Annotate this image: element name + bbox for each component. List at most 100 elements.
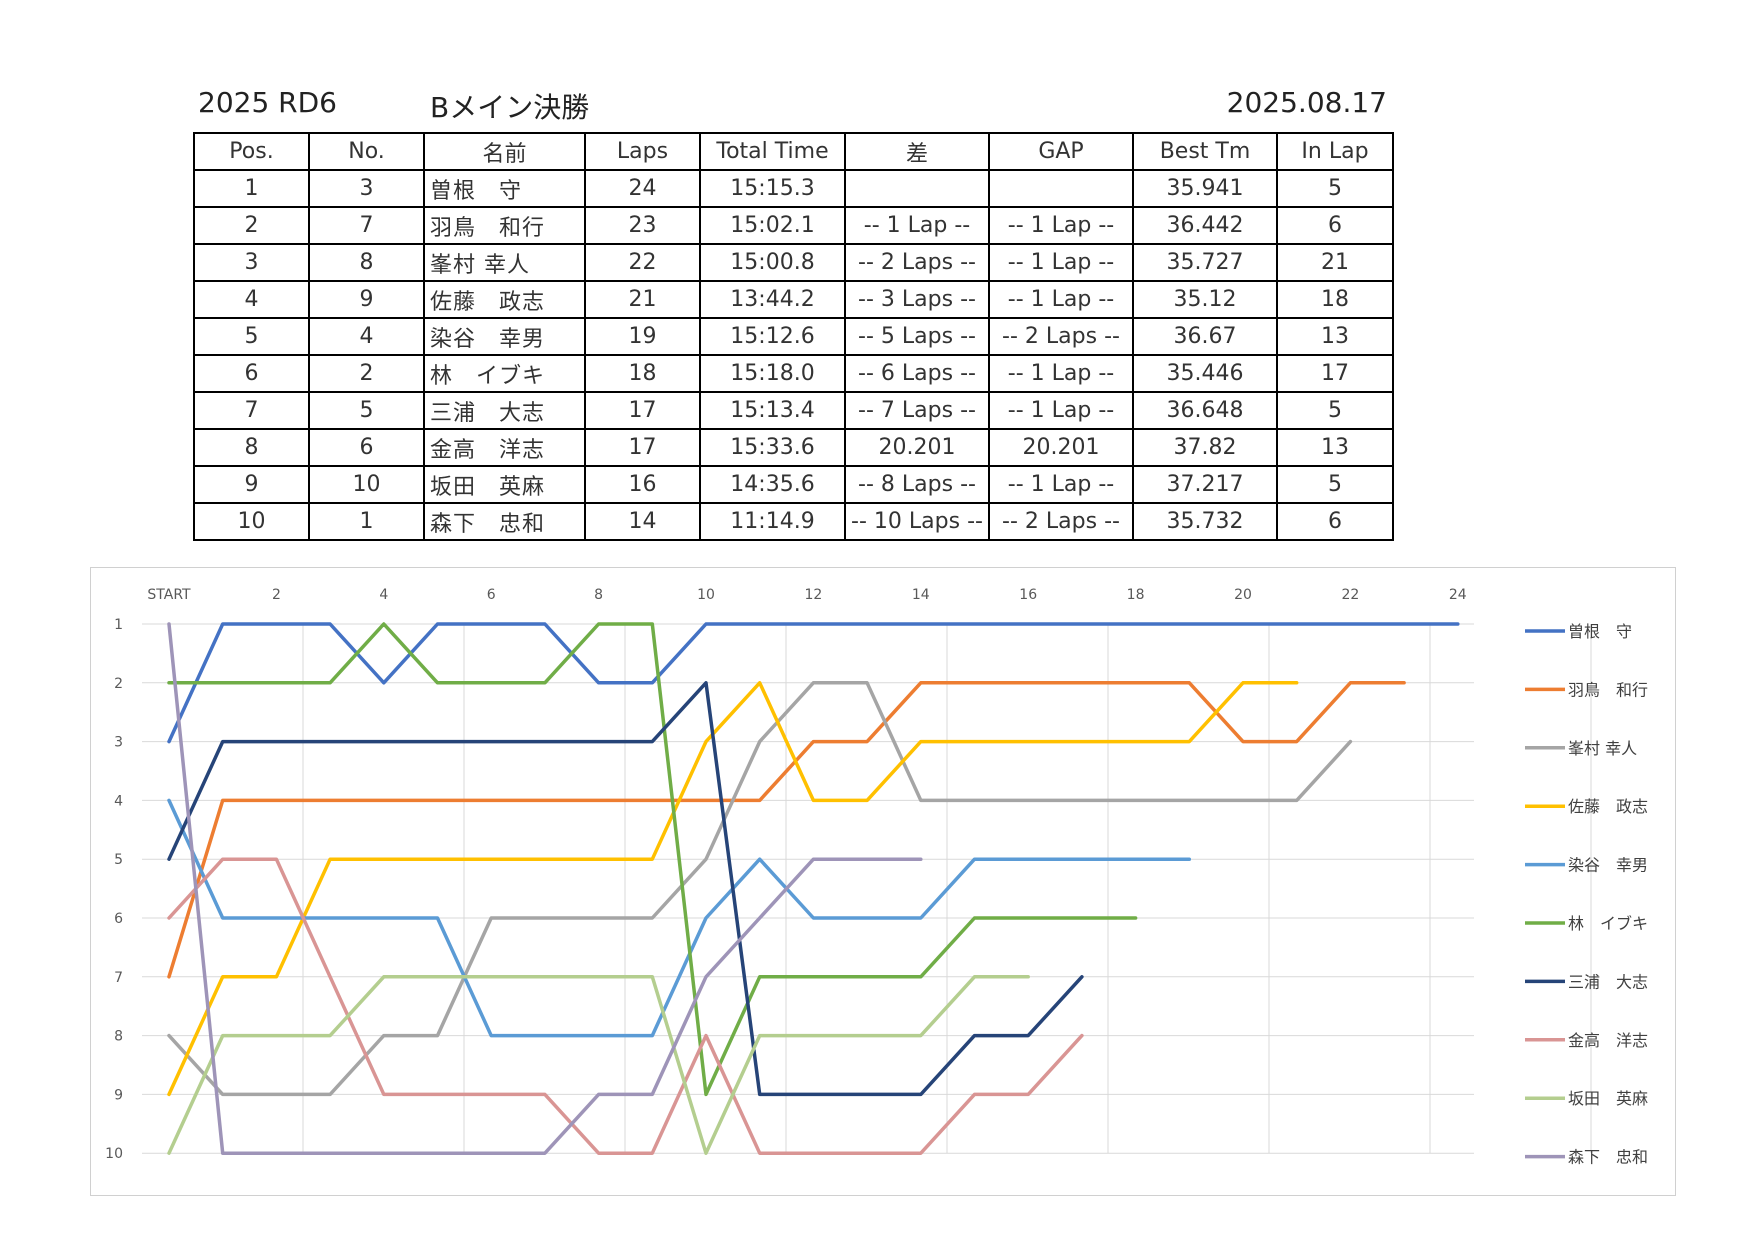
- cell-gap: -- 1 Lap --: [988, 280, 1134, 319]
- y-tick-label: 8: [114, 1029, 123, 1045]
- y-tick-label: 7: [114, 970, 123, 986]
- results-table: Pos. No. 名前 Laps Total Time 差 GAP Best Tm In Lap…: [193, 132, 1394, 541]
- cell-laps: 19: [584, 317, 701, 356]
- cell-gap: 20.201: [988, 428, 1134, 467]
- race-event-title: Bメイン決勝: [430, 91, 590, 124]
- table-row: 9 10 坂田 英麻 16 14:35.6 -- 8 Laps -- -- 1 Lap --…: [193, 465, 1394, 504]
- cell-total-time: 15:12.6: [699, 317, 846, 356]
- race-date: 2025.08.17: [1226, 86, 1387, 119]
- legend-label: 羽鳥 和行: [1568, 680, 1648, 699]
- cell-laps: 24: [584, 169, 701, 208]
- cell-name: 佐藤 政志: [423, 280, 586, 319]
- cell-in-lap: 13: [1276, 317, 1394, 356]
- cell-diff: -- 3 Laps --: [844, 280, 990, 319]
- cell-diff: -- 7 Laps --: [844, 391, 990, 430]
- y-tick-label: 2: [114, 676, 123, 692]
- cell-diff: -- 6 Laps --: [844, 354, 990, 393]
- table-row: 7 5 三浦 大志 17 15:13.4 -- 7 Laps -- -- 1 Lap -- 3…: [193, 391, 1394, 430]
- cell-number: 6: [308, 428, 425, 467]
- x-tick-label: 18: [1127, 587, 1145, 603]
- y-tick-label: 1: [114, 617, 123, 633]
- cell-gap: -- 1 Lap --: [988, 465, 1134, 504]
- series-line: [167, 681, 1299, 1097]
- column-header-gap: GAP: [988, 132, 1134, 171]
- x-tick-label: START: [147, 587, 191, 603]
- y-tick-label: 4: [114, 793, 123, 809]
- cell-in-lap: 6: [1276, 502, 1394, 541]
- cell-pos: 3: [193, 243, 310, 282]
- cell-pos: 8: [193, 428, 310, 467]
- column-header-number: No.: [308, 132, 425, 171]
- cell-name: 曽根 守: [423, 169, 586, 208]
- column-header-in-lap: In Lap: [1276, 132, 1394, 171]
- cell-pos: 1: [193, 169, 310, 208]
- cell-name: 染谷 幸男: [423, 317, 586, 356]
- cell-in-lap: 5: [1276, 391, 1394, 430]
- legend-label: 曽根 守: [1568, 622, 1632, 641]
- table-row: 5 4 染谷 幸男 19 15:12.6 -- 5 Laps -- -- 2 Laps --…: [193, 317, 1394, 356]
- cell-pos: 6: [193, 354, 310, 393]
- cell-pos: 4: [193, 280, 310, 319]
- cell-diff: -- 8 Laps --: [844, 465, 990, 504]
- legend-label: 金高 洋志: [1568, 1031, 1648, 1050]
- x-tick-label: 16: [1019, 587, 1037, 603]
- x-tick-label: 12: [804, 587, 822, 603]
- x-tick-label: 10: [697, 587, 715, 603]
- cell-name: 林 イブキ: [423, 354, 586, 393]
- cell-total-time: 14:35.6: [699, 465, 846, 504]
- column-header-name: 名前: [423, 132, 586, 171]
- x-tick-label: 2: [272, 587, 281, 603]
- series-line: [167, 975, 1030, 1155]
- table-body: 1 3 曽根 守 24 15:15.3 35.941 5 2 7 羽鳥 和行 23 15:02.1 --…: [193, 169, 1394, 541]
- legend-label: 林 イブキ: [1568, 914, 1648, 933]
- cell-name: 羽鳥 和行: [423, 206, 586, 245]
- cell-total-time: 15:02.1: [699, 206, 846, 245]
- series-line: [167, 622, 1460, 744]
- column-header-total-time: Total Time: [699, 132, 846, 171]
- cell-gap: -- 1 Lap --: [988, 391, 1134, 430]
- cell-best-time: 36.648: [1132, 391, 1278, 430]
- cell-laps: 21: [584, 280, 701, 319]
- cell-in-lap: 5: [1276, 465, 1394, 504]
- y-tick-label: 3: [114, 735, 123, 751]
- cell-pos: 7: [193, 391, 310, 430]
- x-tick-label: 22: [1341, 587, 1359, 603]
- cell-name: 三浦 大志: [423, 391, 586, 430]
- cell-in-lap: 5: [1276, 169, 1394, 208]
- cell-gap: -- 1 Lap --: [988, 354, 1134, 393]
- cell-in-lap: 13: [1276, 428, 1394, 467]
- cell-pos: 10: [193, 502, 310, 541]
- cell-diff: -- 10 Laps --: [844, 502, 990, 541]
- x-tick-label: 20: [1234, 587, 1252, 603]
- series-line: [167, 622, 1138, 1097]
- cell-total-time: 15:33.6: [699, 428, 846, 467]
- cell-laps: 14: [584, 502, 701, 541]
- cell-number: 1: [308, 502, 425, 541]
- table-row: 8 6 金高 洋志 17 15:33.6 20.201 20.201 37.82 13: [193, 428, 1394, 467]
- cell-best-time: 35.12: [1132, 280, 1278, 319]
- cell-total-time: 15:18.0: [699, 354, 846, 393]
- cell-best-time: 36.442: [1132, 206, 1278, 245]
- table-row: 2 7 羽鳥 和行 23 15:02.1 -- 1 Lap -- -- 1 Lap -- 36…: [193, 206, 1394, 245]
- cell-number: 9: [308, 280, 425, 319]
- cell-best-time: 37.217: [1132, 465, 1278, 504]
- cell-gap: [988, 169, 1134, 208]
- cell-total-time: 13:44.2: [699, 280, 846, 319]
- cell-name: 坂田 英麻: [423, 465, 586, 504]
- cell-number: 4: [308, 317, 425, 356]
- y-tick-label: 10: [105, 1146, 123, 1162]
- cell-pos: 9: [193, 465, 310, 504]
- x-tick-label: 14: [912, 587, 930, 603]
- cell-gap: -- 1 Lap --: [988, 206, 1134, 245]
- series-line: [167, 681, 1353, 1097]
- legend-label: 峯村 幸人: [1568, 739, 1637, 758]
- cell-best-time: 35.446: [1132, 354, 1278, 393]
- cell-in-lap: 17: [1276, 354, 1394, 393]
- cell-number: 8: [308, 243, 425, 282]
- series-line: [167, 681, 1084, 1097]
- cell-best-time: 35.941: [1132, 169, 1278, 208]
- cell-total-time: 15:00.8: [699, 243, 846, 282]
- cell-laps: 17: [584, 428, 701, 467]
